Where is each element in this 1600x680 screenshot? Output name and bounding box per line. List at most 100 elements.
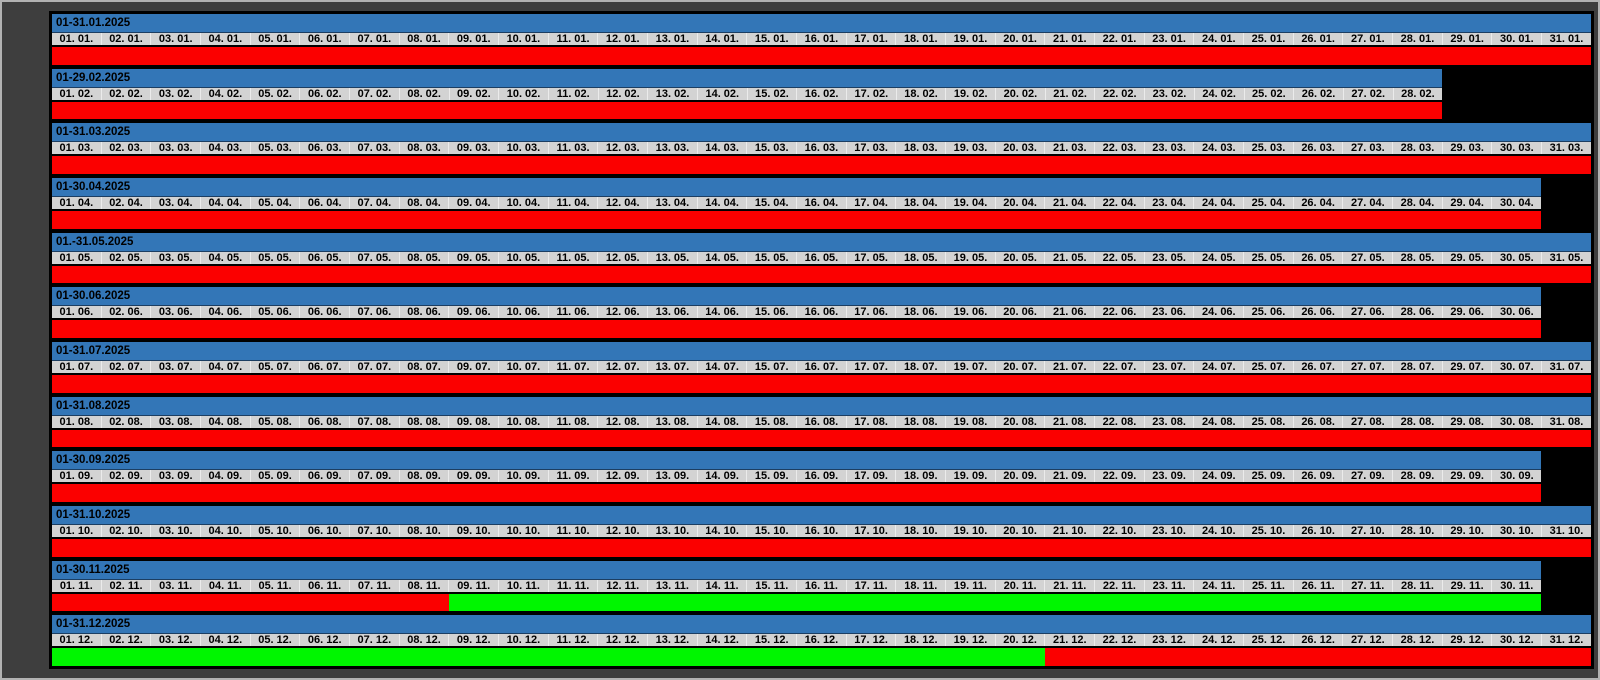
day-cell-27-07[interactable]: 27. 07. (1342, 361, 1392, 374)
day-cell-04-09[interactable]: 04. 09. (200, 470, 250, 483)
day-cell-17-12[interactable]: 17. 12. (845, 634, 896, 647)
day-cell-01-01[interactable]: 01. 01. (59, 33, 94, 45)
day-cell-21-11[interactable]: 21. 11. (1044, 579, 1094, 592)
day-cell-28-07[interactable]: 28. 07. (1392, 361, 1442, 374)
day-cell-20-04[interactable]: 20. 04. (994, 197, 1045, 210)
day-cell-31-10[interactable]: 31. 10. (1541, 525, 1591, 538)
day-cell-04-05[interactable]: 04. 05. (200, 251, 250, 264)
day-cell-24-09[interactable]: 24. 09. (1193, 470, 1243, 483)
day-cell-24-06[interactable]: 24. 06. (1193, 306, 1243, 319)
day-cell-01-02[interactable]: 01. 02. (59, 87, 94, 100)
day-cell-30-06[interactable]: 30. 06. (1491, 306, 1541, 319)
day-cell-20-10[interactable]: 20. 10. (994, 525, 1045, 538)
day-cell-09-05[interactable]: 09. 05. (448, 251, 498, 264)
day-cell-17-07[interactable]: 17. 07. (845, 361, 896, 374)
day-cell-05-07[interactable]: 05. 07. (249, 361, 300, 374)
day-cell-26-01[interactable]: 26. 01. (1292, 33, 1343, 45)
day-cell-10-02[interactable]: 10. 02. (498, 87, 548, 100)
day-cell-14-01[interactable]: 14. 01. (696, 33, 747, 45)
day-cell-04-11[interactable]: 04. 11. (200, 579, 250, 592)
day-cell-13-10[interactable]: 13. 10. (647, 525, 697, 538)
day-cell-21-08[interactable]: 21. 08. (1044, 415, 1094, 428)
day-cell-29-09[interactable]: 29. 09. (1441, 470, 1492, 483)
day-cell-08-12[interactable]: 08. 12. (398, 634, 449, 647)
day-cell-14-05[interactable]: 14. 05. (696, 251, 747, 264)
day-cell-26-06[interactable]: 26. 06. (1292, 306, 1343, 319)
day-cell-25-08[interactable]: 25. 08. (1243, 415, 1293, 428)
day-cell-19-12[interactable]: 19. 12. (945, 634, 995, 647)
day-cell-19-03[interactable]: 19. 03. (945, 142, 995, 155)
day-cell-11-07[interactable]: 11. 07. (547, 361, 598, 374)
schedule-segment-red[interactable] (52, 101, 1443, 120)
schedule-segment-red[interactable] (1044, 648, 1591, 667)
day-cell-28-10[interactable]: 28. 10. (1392, 525, 1442, 538)
day-cell-02-01[interactable]: 02. 01. (100, 33, 151, 45)
day-cell-25-01[interactable]: 25. 01. (1243, 33, 1293, 45)
day-cell-26-10[interactable]: 26. 10. (1292, 525, 1343, 538)
day-cell-22-06[interactable]: 22. 06. (1094, 306, 1144, 319)
day-cell-11-05[interactable]: 11. 05. (547, 251, 598, 264)
day-cell-11-01[interactable]: 11. 01. (547, 33, 598, 45)
day-cell-04-03[interactable]: 04. 03. (200, 142, 250, 155)
day-cell-08-07[interactable]: 08. 07. (398, 361, 449, 374)
day-cell-07-07[interactable]: 07. 07. (349, 361, 399, 374)
day-cell-08-03[interactable]: 08. 03. (398, 142, 449, 155)
day-cell-22-01[interactable]: 22. 01. (1094, 33, 1144, 45)
day-cell-25-07[interactable]: 25. 07. (1243, 361, 1293, 374)
day-cell-15-10[interactable]: 15. 10. (746, 525, 796, 538)
day-cell-24-04[interactable]: 24. 04. (1193, 197, 1243, 210)
day-cell-27-01[interactable]: 27. 01. (1342, 33, 1392, 45)
day-cell-13-01[interactable]: 13. 01. (647, 33, 697, 45)
day-cell-30-04[interactable]: 30. 04. (1491, 197, 1541, 210)
day-cell-08-06[interactable]: 08. 06. (398, 306, 449, 319)
day-cell-21-01[interactable]: 21. 01. (1044, 33, 1094, 45)
day-cell-03-03[interactable]: 03. 03. (150, 142, 200, 155)
day-cell-23-12[interactable]: 23. 12. (1143, 634, 1194, 647)
day-cell-21-04[interactable]: 21. 04. (1044, 197, 1094, 210)
day-cell-10-03[interactable]: 10. 03. (498, 142, 548, 155)
day-cell-15-03[interactable]: 15. 03. (746, 142, 796, 155)
day-cell-29-05[interactable]: 29. 05. (1441, 251, 1492, 264)
schedule-segment-red[interactable] (52, 320, 1542, 339)
day-cell-18-02[interactable]: 18. 02. (895, 87, 946, 100)
day-cell-12-11[interactable]: 12. 11. (597, 579, 647, 592)
day-cell-20-03[interactable]: 20. 03. (994, 142, 1045, 155)
day-cell-28-02[interactable]: 28. 02. (1392, 87, 1443, 100)
day-cell-07-04[interactable]: 07. 04. (349, 197, 399, 210)
day-cell-03-01[interactable]: 03. 01. (150, 33, 200, 45)
day-cell-28-01[interactable]: 28. 01. (1392, 33, 1442, 45)
schedule-segment-red[interactable] (52, 539, 1591, 557)
day-cell-29-04[interactable]: 29. 04. (1441, 197, 1492, 210)
day-cell-20-02[interactable]: 20. 02. (995, 87, 1045, 100)
day-cell-24-01[interactable]: 24. 01. (1193, 33, 1243, 45)
day-cell-03-07[interactable]: 03. 07. (150, 361, 200, 374)
day-cell-18-03[interactable]: 18. 03. (895, 142, 945, 155)
day-cell-23-03[interactable]: 23. 03. (1143, 142, 1194, 155)
day-cell-31-12[interactable]: 31. 12. (1541, 634, 1591, 647)
day-cell-22-08[interactable]: 22. 08. (1094, 415, 1144, 428)
day-cell-19-04[interactable]: 19. 04. (945, 197, 995, 210)
day-cell-02-03[interactable]: 02. 03. (100, 142, 151, 155)
day-cell-20-11[interactable]: 20. 11. (994, 579, 1045, 592)
day-cell-19-10[interactable]: 19. 10. (945, 525, 995, 538)
day-cell-01-05[interactable]: 01. 05. (59, 251, 94, 264)
day-cell-07-11[interactable]: 07. 11. (349, 579, 399, 592)
day-cell-14-04[interactable]: 14. 04. (696, 197, 747, 210)
day-cell-30-09[interactable]: 30. 09. (1491, 470, 1541, 483)
day-cell-22-07[interactable]: 22. 07. (1094, 361, 1144, 374)
day-cell-21-05[interactable]: 21. 05. (1044, 251, 1094, 264)
day-cell-27-11[interactable]: 27. 11. (1342, 579, 1392, 592)
day-cell-26-03[interactable]: 26. 03. (1292, 142, 1343, 155)
day-cell-17-04[interactable]: 17. 04. (845, 197, 896, 210)
day-cell-06-12[interactable]: 06. 12. (299, 634, 349, 647)
day-cell-06-06[interactable]: 06. 06. (299, 306, 349, 319)
day-cell-29-08[interactable]: 29. 08. (1441, 415, 1492, 428)
day-cell-03-06[interactable]: 03. 06. (150, 306, 200, 319)
day-cell-27-03[interactable]: 27. 03. (1342, 142, 1392, 155)
day-cell-14-11[interactable]: 14. 11. (696, 579, 747, 592)
day-cell-13-06[interactable]: 13. 06. (647, 306, 697, 319)
day-cell-28-12[interactable]: 28. 12. (1392, 634, 1442, 647)
day-cell-26-11[interactable]: 26. 11. (1292, 579, 1343, 592)
day-cell-23-02[interactable]: 23. 02. (1144, 87, 1194, 100)
day-cell-12-03[interactable]: 12. 03. (597, 142, 647, 155)
